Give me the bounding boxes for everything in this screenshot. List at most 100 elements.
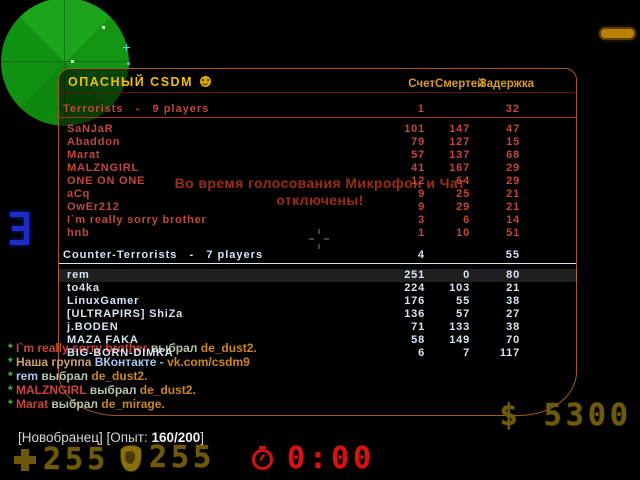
armor-shield-icon [120,444,142,472]
column-header-deaths: Смертей [435,78,485,90]
player-row: MALZNGIRL 41 167 29 [58,162,577,175]
chat-segment-plain: - [156,355,168,369]
chat-segment-ct: ВКонтакте [94,355,157,369]
player-latency: 51 [506,227,520,239]
player-latency: 80 [506,269,520,281]
team-score: 4 [417,249,425,261]
player-blip-dot [71,60,74,63]
chat-line: * MALZNGIRL выбрал de_dust2. [8,383,257,397]
xp-value: 160/200 [151,430,201,445]
chat-segment-plain: выбрал [48,397,102,411]
chat-segment-star: * [8,355,17,369]
ammo-pickup-icon [10,212,29,245]
player-row: I`m really sorry brother 3 6 14 [58,214,577,227]
player-row: [ULTRAPIRS] ShiZa 136 57 27 [58,308,577,321]
armor-indicator: 255 [120,443,215,473]
player-name: OwEr212 [67,201,120,213]
scoreboard-content: ОПАСНЫЙ CSDM Счет Смертей Задержка Terro… [58,68,577,416]
chat-segment-star: * [8,397,17,411]
rank-suffix: ] [200,430,205,445]
player-name: aCq [67,188,91,200]
health-indicator: 255 [14,445,109,475]
team-section-terrorists: Terrorists - 9 players 1 32 SaNJaR 101 147 47 A… [58,103,577,240]
chat-segment-star: * [8,369,17,383]
chat-segment-terrorist: I`m really sorry brother [16,341,148,355]
player-row: to4ka 224 103 21 [58,282,577,295]
chat-segment-terrorist: Marat [16,397,49,411]
player-name: LinuxGamer [67,295,140,307]
team-deaths [425,103,470,116]
player-latency: 14 [506,214,520,226]
round-timer: 0:00 [252,444,375,474]
player-score: 1 [418,227,425,239]
player-deaths: 25 [456,188,470,200]
player-score: 176 [404,295,425,307]
player-name: j.BODEN [67,321,119,333]
player-score: 71 [411,321,425,333]
player-deaths: 103 [449,282,470,294]
player-name: rem [67,269,90,281]
pickup-item-icon [599,27,636,40]
player-deaths: 64 [456,175,470,187]
chat-segment-map: de_dust2. [91,369,148,383]
vote-message-line1: Во время голосования Микрофон и Чат [174,175,466,191]
armor-value: 255 [149,440,216,475]
server-name: ОПАСНЫЙ CSDM [68,74,193,89]
chat-line: * rem выбрал de_dust2. [8,369,257,383]
team-underline [59,263,576,264]
player-name: BIG-BORN-DIMKA [67,347,174,359]
player-name: ONE ON ONE [67,175,146,187]
player-score: 251 [404,269,425,281]
timer-value: 0:00 [287,441,376,476]
player-deaths: 133 [449,321,470,333]
player-score: 224 [404,282,425,294]
chat-line: * Наша группа ВКонтакте - vk.com/csdm9 [8,355,257,369]
player-row: SaNJaR 101 147 47 [58,123,577,136]
team-section-counter-terrorists: Counter-Terrorists - 7 players 4 55 rem 251 0… [58,249,577,360]
player-deaths: 29 [456,201,470,213]
player-score: 58 [411,334,425,346]
player-latency: 15 [506,136,520,148]
chat-segment-star: * [8,383,17,397]
column-header-score: Счет [408,78,435,90]
money-value: $ 5300 [499,398,632,433]
player-row: MAZA FAKA 58 149 70 [58,334,577,347]
player-score: 12 [411,175,425,187]
chat-segment-plain: выбрал [86,383,140,397]
player-latency: 68 [506,149,520,161]
smiley-face-icon [199,76,211,87]
player-score: 9 [418,201,425,213]
chat-segment-terrorist: MALZNGIRL [16,383,87,397]
chat-segment-plain: выбрал [147,341,201,355]
chat-segment-tan: Наша группа [16,355,95,369]
player-blip-cross [123,44,130,51]
player-name: MALZNGIRL [67,162,139,174]
player-row: LinuxGamer 176 55 38 [58,295,577,308]
stopwatch-icon [252,445,273,470]
chat-segment-link: vk.com/csdm9 [167,355,250,369]
rank-status: [Новобранец] [Опыт: 160/200] [18,430,204,445]
team-header: Terrorists - 9 players 1 32 [58,103,577,116]
player-score: 101 [404,123,425,135]
player-name: MAZA FAKA [67,334,139,346]
player-name: I`m really sorry brother [67,214,207,226]
player-latency: 117 [499,347,520,359]
chat-segment-plain: выбрал [38,369,92,383]
player-latency: 21 [506,188,520,200]
team-header-label: Counter-Terrorists - 7 players [63,249,264,261]
player-row: Marat 57 137 68 [58,149,577,162]
chat-line: * I`m really sorry brother выбрал de_dus… [8,341,257,355]
player-latency: 21 [506,201,520,213]
player-deaths: 0 [463,269,470,281]
player-name: hnb [67,227,90,239]
chat-segment-star: * [8,341,17,355]
player-row: j.BODEN 71 133 38 [58,321,577,334]
chat-line: * Marat выбрал de_mirage. [8,397,257,411]
team-deaths [425,249,470,262]
player-row: OwEr212 9 29 21 [58,201,577,214]
player-row: Abaddon 79 127 15 [58,136,577,149]
player-blip-dot [102,26,105,29]
health-cross-icon [14,449,36,471]
player-latency: 27 [506,308,520,320]
player-row: ONE ON ONE 12 64 29 [58,175,577,188]
